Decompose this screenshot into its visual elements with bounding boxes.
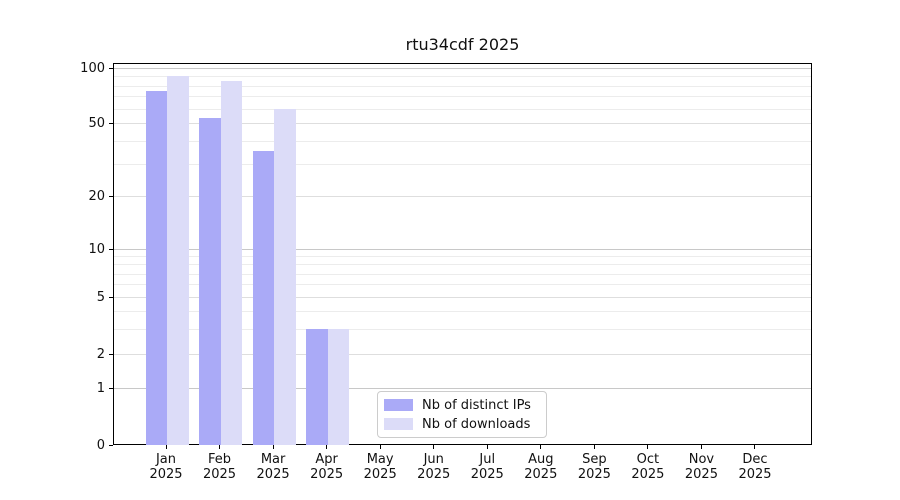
- x-tick-label-feb: Feb 2025: [202, 452, 237, 482]
- x-tick-mark: [326, 445, 328, 449]
- y-tick-label: 50: [88, 115, 105, 131]
- legend-swatch-downloads: [384, 418, 413, 430]
- y-tick-mark: [109, 248, 113, 250]
- gridline-y-100: [114, 68, 811, 69]
- x-tick-mark: [593, 445, 595, 449]
- y-tick-mark: [109, 67, 113, 69]
- x-tick-label-oct: Oct 2025: [631, 452, 665, 482]
- x-tick-label-nov: Nov 2025: [684, 452, 718, 482]
- x-tick-mark: [272, 445, 274, 449]
- y-tick-label: 1: [96, 380, 105, 396]
- x-tick-label-dec: Dec 2025: [738, 452, 772, 482]
- gridline-y-5: [114, 297, 811, 298]
- y-tick-label: 10: [88, 241, 105, 257]
- chart-title: rtu34cdf 2025: [405, 35, 520, 54]
- legend-swatch-distinct-ips: [384, 399, 413, 411]
- y-tick-label: 0: [96, 437, 105, 453]
- bar-distinct-ips-feb: [199, 118, 221, 445]
- gridline-y-30: [114, 163, 811, 165]
- x-tick-label-aug: Aug 2025: [524, 452, 558, 482]
- y-tick-label: 5: [96, 289, 105, 305]
- gridline-y-10: [114, 249, 811, 250]
- gridline-y-8: [114, 264, 811, 266]
- x-tick-mark: [540, 445, 542, 449]
- y-tick-mark: [109, 195, 113, 197]
- y-tick-mark: [109, 444, 113, 446]
- bar-distinct-ips-jan: [145, 90, 167, 445]
- gridline-y-50: [114, 123, 811, 124]
- x-tick-label-jul: Jul 2025: [470, 452, 504, 482]
- legend: Nb of distinct IPs Nb of downloads: [377, 391, 547, 438]
- x-tick-mark: [219, 445, 221, 449]
- legend-label-distinct-ips: Nb of distinct IPs: [422, 397, 531, 413]
- y-tick-label: 100: [80, 60, 105, 76]
- legend-label-downloads: Nb of downloads: [422, 416, 531, 432]
- gridline-y-20: [114, 196, 811, 197]
- x-tick-mark: [647, 445, 649, 449]
- bar-distinct-ips-mar: [252, 151, 275, 445]
- x-tick-mark: [379, 445, 381, 449]
- legend-entry-distinct-ips: Nb of distinct IPs: [384, 398, 540, 413]
- gridline-y-3: [114, 328, 811, 330]
- y-tick-mark: [109, 296, 113, 298]
- x-tick-label-sep: Sep 2025: [577, 452, 611, 482]
- bar-distinct-ips-apr: [306, 328, 328, 445]
- gridline-y-40: [114, 140, 811, 142]
- y-tick-mark: [109, 353, 113, 355]
- gridline-y-6: [114, 284, 811, 286]
- x-tick-label-apr: Apr 2025: [310, 452, 344, 482]
- bar-downloads-jan: [167, 76, 189, 445]
- x-tick-label-may: May 2025: [363, 452, 397, 482]
- gridline-y-1: [114, 388, 811, 389]
- y-tick-label: 20: [88, 188, 105, 204]
- gridline-y-9: [114, 256, 811, 258]
- x-tick-mark: [754, 445, 756, 449]
- bar-downloads-feb: [220, 80, 243, 445]
- bar-downloads-mar: [274, 108, 296, 445]
- y-tick-mark: [109, 387, 113, 389]
- x-tick-label-jan: Jan 2025: [149, 452, 183, 482]
- gridline-y-90: [114, 76, 811, 78]
- gridline-y-70: [114, 96, 811, 98]
- x-tick-mark: [165, 445, 167, 449]
- y-tick-label: 2: [96, 346, 105, 362]
- plot-area: [113, 63, 812, 445]
- x-tick-label-jun: Jun 2025: [417, 452, 451, 482]
- x-tick-mark: [486, 445, 488, 449]
- x-tick-mark: [700, 445, 702, 449]
- y-tick-mark: [109, 122, 113, 124]
- gridline-y-2: [114, 354, 811, 355]
- gridline-y-4: [114, 310, 811, 312]
- gridline-y-7: [114, 273, 811, 275]
- legend-entry-downloads: Nb of downloads: [384, 417, 540, 432]
- bar-downloads-apr: [327, 328, 350, 445]
- gridline-y-80: [114, 85, 811, 87]
- x-tick-label-mar: Mar 2025: [256, 452, 290, 482]
- gridline-y-60: [114, 108, 811, 110]
- x-tick-mark: [433, 445, 435, 449]
